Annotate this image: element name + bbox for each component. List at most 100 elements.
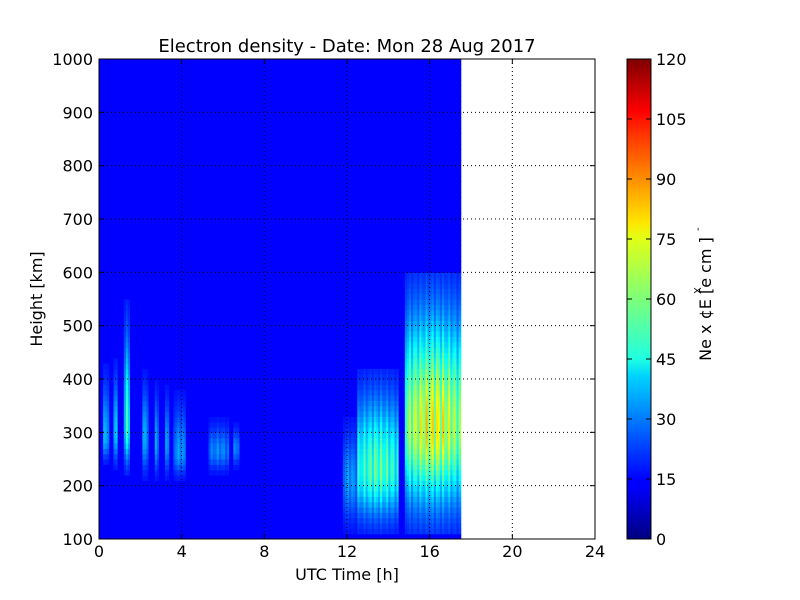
heatmap-cell	[165, 480, 168, 487]
heatmap-cell	[119, 320, 123, 327]
heatmap-cell	[144, 229, 148, 236]
heatmap-cell	[117, 128, 121, 135]
heatmap-cell	[171, 325, 174, 332]
heatmap-cell	[154, 171, 158, 177]
heatmap-cell	[150, 240, 154, 247]
heatmap-cell	[107, 528, 110, 535]
heatmap-cell	[146, 139, 150, 145]
heatmap-cell	[165, 416, 168, 423]
heatmap-cell	[150, 283, 154, 289]
heatmap-cell	[119, 384, 123, 391]
heatmap-cell	[121, 256, 125, 263]
heatmap-cell	[125, 352, 129, 359]
heatmap-cell	[154, 272, 158, 279]
heatmap-cell	[146, 293, 150, 300]
heatmap-cell	[119, 432, 123, 439]
heatmap-cell	[165, 507, 168, 513]
heatmap-cell	[103, 91, 106, 97]
heatmap-cell	[140, 325, 143, 332]
heatmap-cell	[119, 437, 123, 444]
heatmap-cell	[123, 315, 127, 321]
heatmap-cell	[103, 384, 106, 391]
heatmap-cell	[107, 315, 110, 321]
heatmap-cell	[156, 272, 160, 279]
heatmap-cell	[130, 304, 133, 311]
heatmap-cell	[123, 165, 127, 172]
heatmap-cell	[115, 144, 119, 151]
heatmap-cell	[99, 149, 102, 156]
heatmap-cell	[107, 325, 110, 332]
heatmap-cell	[169, 528, 172, 535]
heatmap-cell	[127, 363, 131, 369]
heatmap-cell	[173, 517, 177, 524]
heatmap-cell	[156, 528, 160, 535]
heatmap-cell	[134, 144, 137, 151]
heatmap-cell	[127, 496, 131, 503]
heatmap-cell	[156, 288, 160, 295]
heatmap-cell	[121, 363, 125, 369]
heatmap-cell	[123, 251, 127, 257]
heatmap-cell	[144, 480, 148, 487]
heatmap-cell	[150, 411, 154, 417]
heatmap-cell	[130, 112, 133, 119]
heatmap-cell	[158, 533, 162, 539]
heatmap-cell	[138, 528, 141, 535]
heatmap-cell	[142, 299, 146, 305]
heatmap-cell	[117, 139, 121, 145]
heatmap-cell	[130, 85, 133, 92]
heatmap-cell	[115, 517, 119, 524]
heatmap-cell	[130, 197, 133, 204]
heatmap-cell	[103, 256, 106, 263]
heatmap-cell	[113, 480, 117, 487]
heatmap-cell	[115, 341, 119, 348]
heatmap-cell	[134, 485, 137, 492]
heatmap-cell	[142, 427, 146, 433]
heatmap-cell	[140, 464, 143, 471]
heatmap-cell	[134, 272, 137, 279]
heatmap-cell	[117, 299, 121, 305]
heatmap-cell	[115, 139, 119, 145]
heatmap-cell	[163, 176, 166, 183]
heatmap-cell	[138, 101, 141, 108]
heatmap-cell	[107, 288, 110, 295]
heatmap-cell	[132, 203, 135, 209]
heatmap-cell	[171, 507, 174, 513]
heatmap-cell	[142, 133, 146, 140]
heatmap-cell	[161, 485, 164, 492]
heatmap-cell	[165, 245, 168, 252]
heatmap-cell	[119, 480, 123, 487]
heatmap-cell	[150, 187, 154, 193]
heatmap-cell	[125, 213, 129, 220]
heatmap-cell	[138, 336, 141, 343]
heatmap-cell	[109, 59, 112, 65]
heatmap-cell	[138, 85, 141, 92]
heatmap-cell	[119, 160, 123, 167]
heatmap-cell	[173, 341, 177, 348]
heatmap-cell	[121, 267, 125, 273]
heatmap-cell	[125, 437, 129, 444]
heatmap-cell	[134, 496, 137, 503]
heatmap-cell	[123, 245, 127, 252]
heatmap-cell	[140, 256, 143, 263]
heatmap-cell	[113, 309, 117, 316]
heatmap-cell	[105, 336, 108, 343]
heatmap-cell	[161, 528, 164, 535]
heatmap-cell	[156, 165, 160, 172]
heatmap-cell	[115, 85, 119, 92]
heatmap-cell	[140, 299, 143, 305]
heatmap-cell	[132, 421, 135, 428]
heatmap-cell	[121, 491, 125, 497]
heatmap-cell	[144, 203, 148, 209]
heatmap-cell	[111, 117, 115, 124]
heatmap-cell	[148, 187, 152, 193]
heatmap-cell	[163, 117, 166, 124]
heatmap-cell	[148, 160, 152, 167]
heatmap-cell	[156, 352, 160, 359]
heatmap-cell	[130, 293, 133, 300]
heatmap-cell	[125, 208, 129, 215]
heatmap-cell	[127, 181, 131, 188]
heatmap-cell	[103, 512, 106, 519]
heatmap-cell	[123, 277, 127, 284]
heatmap-cell	[121, 160, 125, 167]
heatmap-cell	[146, 277, 150, 284]
